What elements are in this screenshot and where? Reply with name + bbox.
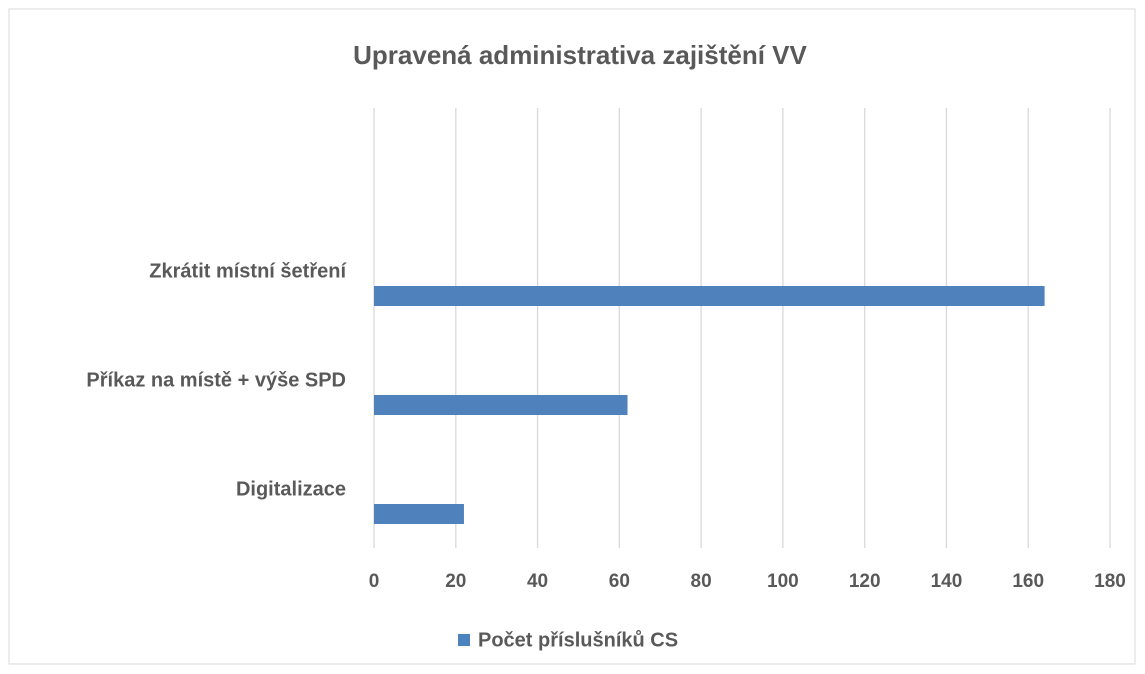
x-tick-label: 160 bbox=[1012, 571, 1044, 592]
x-tick-label: 60 bbox=[609, 571, 630, 592]
x-tick-label: 40 bbox=[527, 571, 548, 592]
bar bbox=[374, 504, 464, 524]
legend-label: Počet příslušníků CS bbox=[478, 629, 678, 651]
bar bbox=[374, 286, 1045, 306]
legend-swatch bbox=[458, 634, 470, 646]
y-tick-label: Zkrátit místní šetření bbox=[149, 260, 347, 282]
chart-border bbox=[8, 8, 1136, 665]
x-tick-label: 80 bbox=[691, 571, 712, 592]
x-tick-label: 100 bbox=[767, 571, 799, 592]
bar bbox=[374, 395, 628, 415]
x-tick-label: 120 bbox=[849, 571, 881, 592]
x-tick-label: 0 bbox=[369, 571, 380, 592]
x-tick-label: 140 bbox=[931, 571, 963, 592]
y-tick-label: Příkaz na místě + výše SPD bbox=[86, 369, 346, 391]
x-tick-label: 180 bbox=[1094, 571, 1126, 592]
y-tick-label: Digitalizace bbox=[236, 478, 346, 500]
chart-title: Upravená administrativa zajištění VV bbox=[353, 40, 807, 70]
x-tick-label: 20 bbox=[445, 571, 466, 592]
